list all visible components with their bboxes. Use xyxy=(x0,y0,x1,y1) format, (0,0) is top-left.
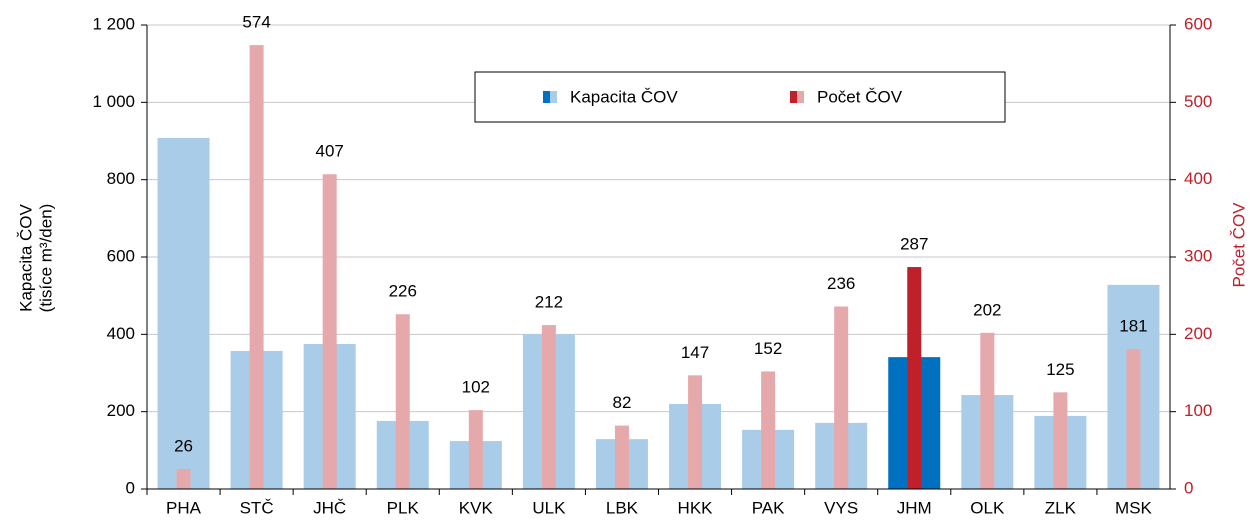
data-label: 407 xyxy=(315,142,343,161)
x-tick-label: LBK xyxy=(606,498,639,517)
y-tick-label: 600 xyxy=(107,246,135,265)
bar xyxy=(176,468,191,489)
x-tick-label: JHČ xyxy=(313,498,346,517)
data-label: 287 xyxy=(900,235,928,254)
y2-tick-label: 600 xyxy=(1184,14,1212,33)
x-tick-label: VYS xyxy=(824,498,858,517)
data-label: 574 xyxy=(242,13,270,32)
bar xyxy=(249,45,264,490)
y-axis-label: (tisíce m³/den) xyxy=(36,204,55,313)
data-label: 202 xyxy=(973,300,1001,319)
bar xyxy=(614,425,629,489)
data-label: 212 xyxy=(535,293,563,312)
bar xyxy=(834,306,849,489)
data-label: 181 xyxy=(1119,317,1147,336)
y-tick-label: 1 200 xyxy=(92,14,135,33)
x-tick-label: ZLK xyxy=(1045,498,1077,517)
y-tick-label: 800 xyxy=(107,169,135,188)
x-tick-label: ULK xyxy=(532,498,566,517)
data-label: 102 xyxy=(462,378,490,397)
data-label: 147 xyxy=(681,343,709,362)
bar xyxy=(1053,392,1068,489)
x-tick-label: HKK xyxy=(678,498,714,517)
legend-swatch xyxy=(550,91,557,103)
bar xyxy=(395,314,410,489)
x-tick-label: MSK xyxy=(1115,498,1153,517)
x-tick-label: STČ xyxy=(240,498,274,517)
bar xyxy=(761,371,776,489)
data-label: 152 xyxy=(754,339,782,358)
legend-swatch xyxy=(797,91,804,103)
legend-label: Počet ČOV xyxy=(817,87,903,106)
bar xyxy=(980,332,995,489)
legend-label: Kapacita ČOV xyxy=(570,87,678,106)
x-tick-label: KVK xyxy=(459,498,494,517)
y2-tick-label: 0 xyxy=(1184,478,1193,497)
bar xyxy=(468,410,483,489)
y-tick-label: 400 xyxy=(107,324,135,343)
bar xyxy=(541,325,556,489)
y2-tick-label: 500 xyxy=(1184,92,1212,111)
x-tick-label: PHA xyxy=(166,498,202,517)
bar xyxy=(322,174,337,489)
data-label: 125 xyxy=(1046,360,1074,379)
y-tick-label: 200 xyxy=(107,401,135,420)
x-tick-label: JHM xyxy=(897,498,932,517)
legend-swatch xyxy=(543,91,550,103)
bar xyxy=(157,137,210,489)
y-tick-label: 0 xyxy=(126,478,135,497)
x-tick-label: PLK xyxy=(387,498,420,517)
y-tick-label: 1 000 xyxy=(92,92,135,111)
y2-tick-label: 200 xyxy=(1184,324,1212,343)
data-label: 226 xyxy=(389,282,417,301)
bar xyxy=(1126,349,1141,489)
legend-swatch xyxy=(790,91,797,103)
data-label: 82 xyxy=(613,393,632,412)
y2-tick-label: 100 xyxy=(1184,401,1212,420)
y2-tick-label: 300 xyxy=(1184,246,1212,265)
y2-axis-label: Počet ČOV xyxy=(1229,202,1248,288)
bar xyxy=(688,375,703,489)
x-tick-label: PAK xyxy=(752,498,785,517)
x-tick-label: OLK xyxy=(970,498,1005,517)
y2-tick-label: 400 xyxy=(1184,169,1212,188)
data-label: 26 xyxy=(174,436,193,455)
y-axis-label: Kapacita ČOV xyxy=(16,203,35,311)
data-label: 236 xyxy=(827,274,855,293)
legend-box xyxy=(474,71,1006,123)
bar xyxy=(907,267,922,489)
